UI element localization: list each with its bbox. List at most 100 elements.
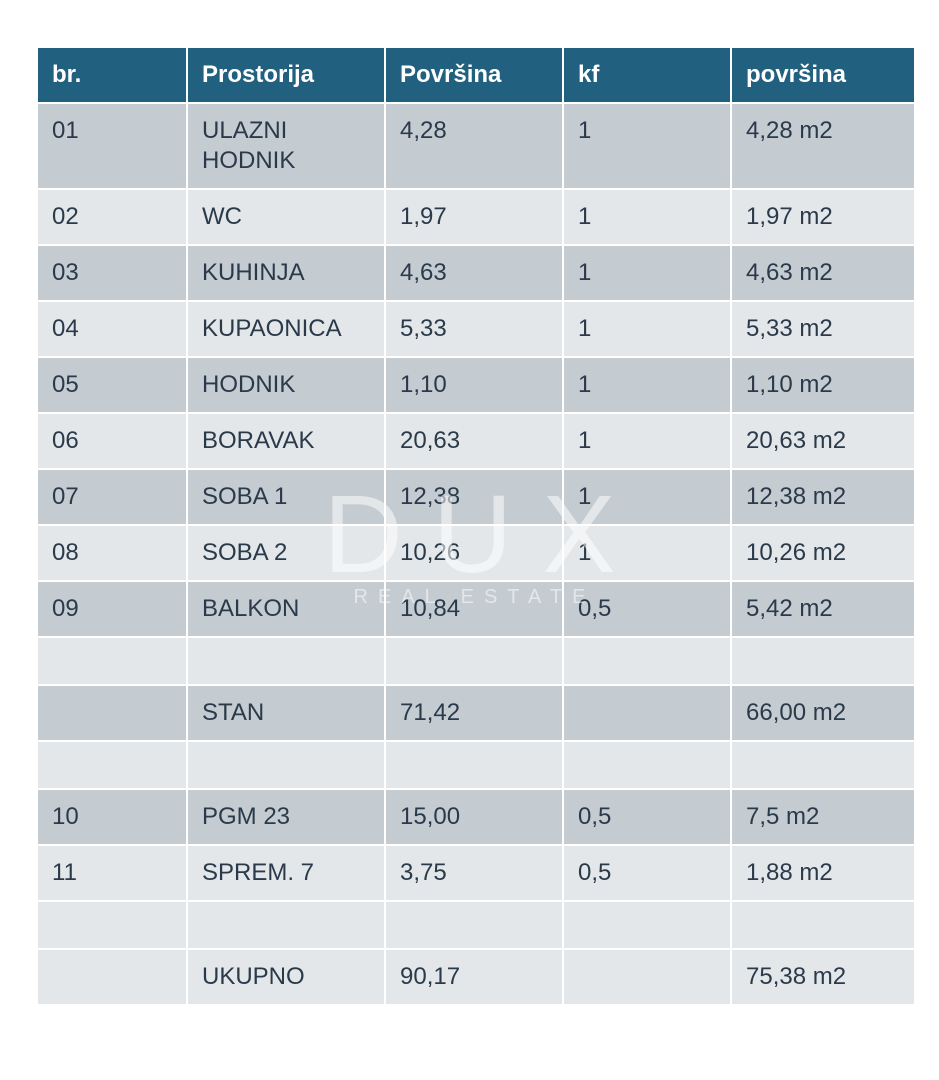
cell-net: 7,5 m2 bbox=[732, 790, 914, 844]
cell-br: 08 bbox=[38, 526, 186, 580]
blank-cell bbox=[188, 742, 384, 788]
cell-kf: 1 bbox=[564, 302, 730, 356]
cell-net: 75,38 m2 bbox=[732, 950, 914, 1004]
cell-net: 1,97 m2 bbox=[732, 190, 914, 244]
col-header-kf: kf bbox=[564, 48, 730, 102]
cell-area: 20,63 bbox=[386, 414, 562, 468]
cell-br bbox=[38, 950, 186, 1004]
blank-cell bbox=[38, 742, 186, 788]
col-header-area: Površina bbox=[386, 48, 562, 102]
cell-br: 04 bbox=[38, 302, 186, 356]
cell-area: 15,00 bbox=[386, 790, 562, 844]
blank-cell bbox=[386, 742, 562, 788]
cell-br: 01 bbox=[38, 104, 186, 188]
cell-area: 90,17 bbox=[386, 950, 562, 1004]
cell-br bbox=[38, 686, 186, 740]
table-row: 04KUPAONICA5,3315,33 m2 bbox=[38, 302, 914, 356]
cell-room: UKUPNO bbox=[188, 950, 384, 1004]
cell-area: 10,84 bbox=[386, 582, 562, 636]
blank-cell bbox=[732, 902, 914, 948]
cell-area: 71,42 bbox=[386, 686, 562, 740]
col-header-room: Prostorija bbox=[188, 48, 384, 102]
cell-br: 10 bbox=[38, 790, 186, 844]
table-row: 11SPREM. 73,750,51,88 m2 bbox=[38, 846, 914, 900]
cell-area: 4,28 bbox=[386, 104, 562, 188]
table-row: 09BALKON10,840,55,42 m2 bbox=[38, 582, 914, 636]
table-row: 08SOBA 210,26110,26 m2 bbox=[38, 526, 914, 580]
cell-net: 4,63 m2 bbox=[732, 246, 914, 300]
cell-kf: 0,5 bbox=[564, 790, 730, 844]
cell-area: 3,75 bbox=[386, 846, 562, 900]
table-row: 03KUHINJA4,6314,63 m2 bbox=[38, 246, 914, 300]
table-row bbox=[38, 742, 914, 788]
cell-area: 10,26 bbox=[386, 526, 562, 580]
cell-br: 03 bbox=[38, 246, 186, 300]
cell-area: 1,97 bbox=[386, 190, 562, 244]
cell-kf: 1 bbox=[564, 470, 730, 524]
cell-net: 12,38 m2 bbox=[732, 470, 914, 524]
cell-room: STAN bbox=[188, 686, 384, 740]
cell-room: PGM 23 bbox=[188, 790, 384, 844]
cell-room: BORAVAK bbox=[188, 414, 384, 468]
cell-net: 1,88 m2 bbox=[732, 846, 914, 900]
cell-net: 10,26 m2 bbox=[732, 526, 914, 580]
blank-cell bbox=[564, 902, 730, 948]
cell-net: 4,28 m2 bbox=[732, 104, 914, 188]
blank-cell bbox=[732, 638, 914, 684]
table-row: 06BORAVAK20,63120,63 m2 bbox=[38, 414, 914, 468]
table-header-row: br. Prostorija Površina kf površina bbox=[38, 48, 914, 102]
cell-kf: 1 bbox=[564, 246, 730, 300]
col-header-net: površina bbox=[732, 48, 914, 102]
cell-net: 5,33 m2 bbox=[732, 302, 914, 356]
cell-room: BALKON bbox=[188, 582, 384, 636]
blank-cell bbox=[386, 638, 562, 684]
cell-kf: 1 bbox=[564, 414, 730, 468]
cell-room: HODNIK bbox=[188, 358, 384, 412]
cell-kf bbox=[564, 686, 730, 740]
cell-room: KUPAONICA bbox=[188, 302, 384, 356]
cell-kf: 1 bbox=[564, 358, 730, 412]
table-row: STAN71,42 66,00 m2 bbox=[38, 686, 914, 740]
cell-br: 09 bbox=[38, 582, 186, 636]
table-row: 05HODNIK1,1011,10 m2 bbox=[38, 358, 914, 412]
cell-net: 5,42 m2 bbox=[732, 582, 914, 636]
page-container: br. Prostorija Površina kf površina 01UL… bbox=[0, 0, 939, 1036]
cell-br: 11 bbox=[38, 846, 186, 900]
cell-area: 1,10 bbox=[386, 358, 562, 412]
cell-room: SPREM. 7 bbox=[188, 846, 384, 900]
cell-area: 4,63 bbox=[386, 246, 562, 300]
cell-net: 20,63 m2 bbox=[732, 414, 914, 468]
blank-cell bbox=[188, 638, 384, 684]
table-body: 01ULAZNI HODNIK4,2814,28 m202WC1,9711,97… bbox=[38, 104, 914, 1004]
blank-cell bbox=[564, 742, 730, 788]
cell-br: 05 bbox=[38, 358, 186, 412]
blank-cell bbox=[38, 638, 186, 684]
blank-cell bbox=[188, 902, 384, 948]
table-row: 01ULAZNI HODNIK4,2814,28 m2 bbox=[38, 104, 914, 188]
blank-cell bbox=[38, 902, 186, 948]
table-row bbox=[38, 902, 914, 948]
cell-area: 5,33 bbox=[386, 302, 562, 356]
cell-br: 07 bbox=[38, 470, 186, 524]
cell-room: KUHINJA bbox=[188, 246, 384, 300]
cell-room: SOBA 1 bbox=[188, 470, 384, 524]
cell-br: 06 bbox=[38, 414, 186, 468]
table-row: 02WC1,9711,97 m2 bbox=[38, 190, 914, 244]
cell-kf: 0,5 bbox=[564, 846, 730, 900]
rooms-table: br. Prostorija Površina kf površina 01UL… bbox=[36, 46, 916, 1006]
table-row: UKUPNO90,17 75,38 m2 bbox=[38, 950, 914, 1004]
blank-cell bbox=[732, 742, 914, 788]
cell-kf: 1 bbox=[564, 190, 730, 244]
cell-br: 02 bbox=[38, 190, 186, 244]
blank-cell bbox=[564, 638, 730, 684]
table-row: 07SOBA 112,38112,38 m2 bbox=[38, 470, 914, 524]
cell-net: 66,00 m2 bbox=[732, 686, 914, 740]
cell-room: ULAZNI HODNIK bbox=[188, 104, 384, 188]
cell-room: SOBA 2 bbox=[188, 526, 384, 580]
cell-room: WC bbox=[188, 190, 384, 244]
cell-area: 12,38 bbox=[386, 470, 562, 524]
cell-kf: 0,5 bbox=[564, 582, 730, 636]
cell-kf bbox=[564, 950, 730, 1004]
table-row: 10PGM 2315,000,57,5 m2 bbox=[38, 790, 914, 844]
col-header-br: br. bbox=[38, 48, 186, 102]
